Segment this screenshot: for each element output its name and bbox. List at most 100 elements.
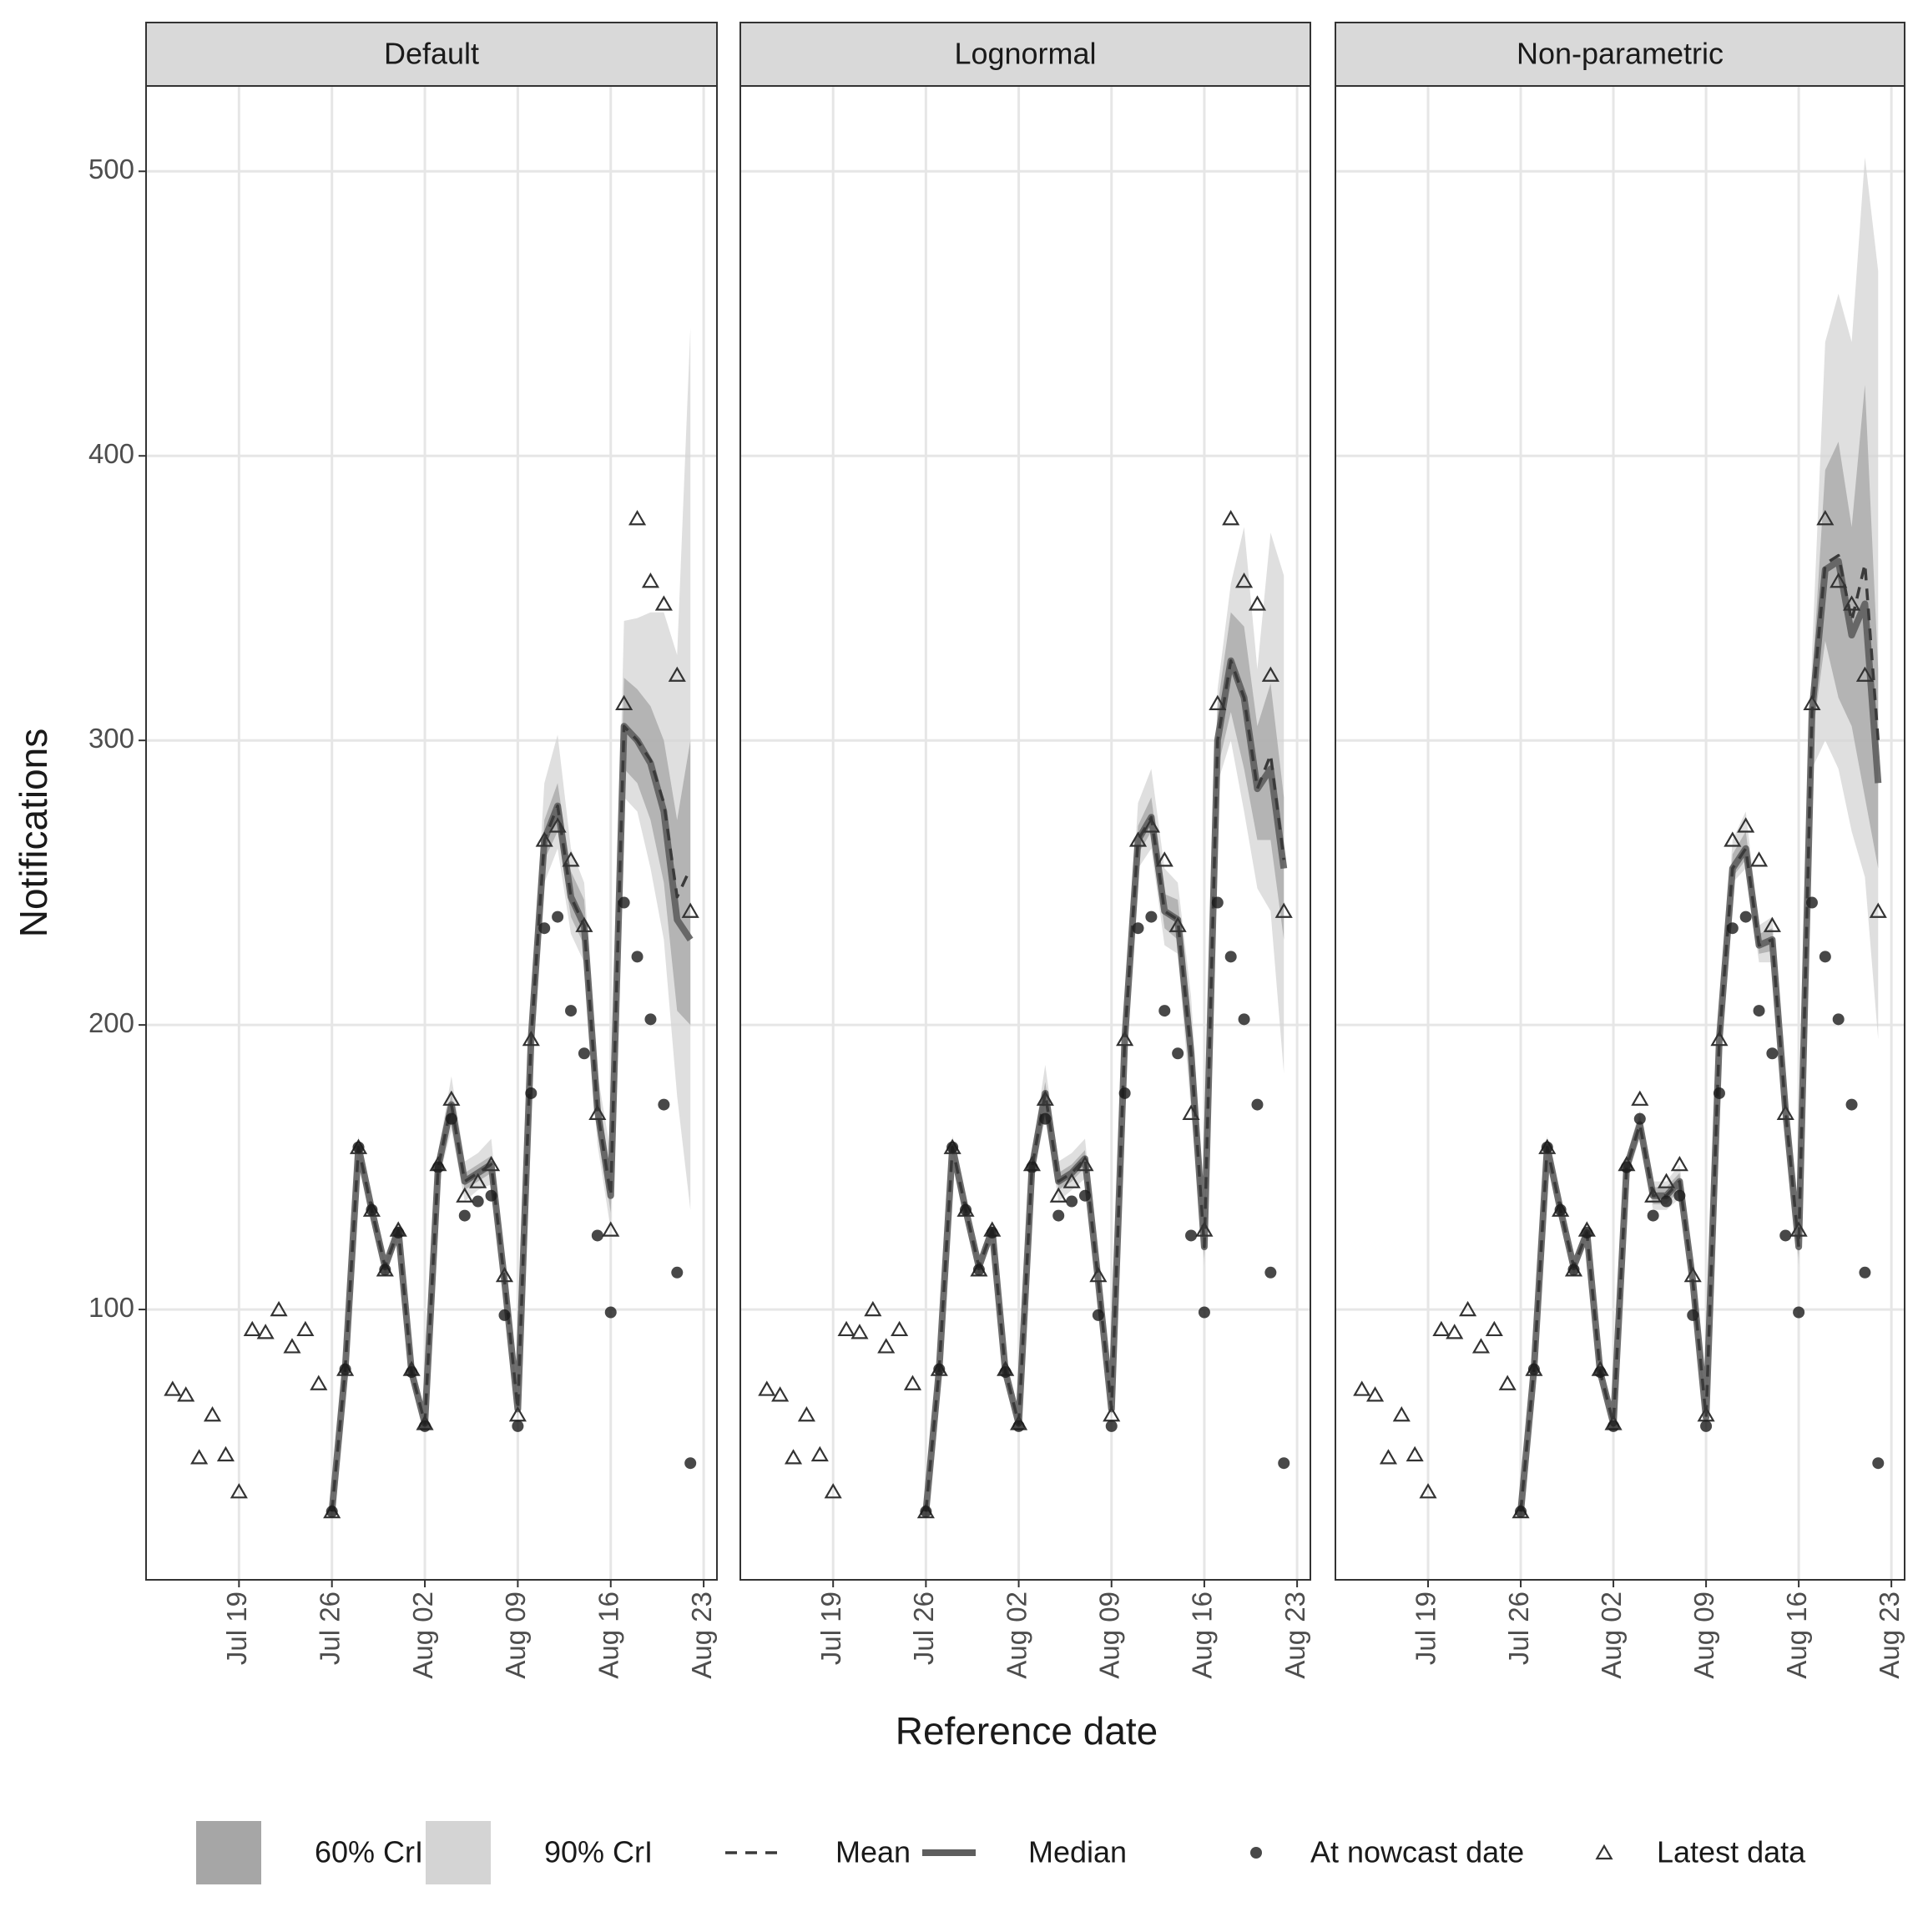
nowcast-point <box>1132 922 1144 935</box>
nowcast-point <box>1567 1264 1580 1276</box>
mean-line <box>330 724 692 1512</box>
latest-point <box>1406 1445 1424 1462</box>
latest-point <box>1261 666 1279 682</box>
legend-key <box>196 1821 261 1884</box>
nowcast-point <box>1581 1227 1593 1239</box>
nowcast-point <box>920 1506 932 1518</box>
nowcast-point <box>1700 1420 1713 1432</box>
latest-point <box>797 1406 815 1422</box>
latest-point <box>1816 510 1835 526</box>
latest-point <box>177 1386 195 1402</box>
latest-point <box>1195 1221 1214 1237</box>
nowcast-point <box>1052 1209 1065 1222</box>
nowcast-point <box>972 1264 985 1276</box>
latest-point <box>1089 1266 1108 1283</box>
nowcast-point <box>1198 1306 1210 1319</box>
latest-point <box>1683 1266 1702 1283</box>
latest-point <box>495 1266 514 1283</box>
nowcast-point <box>1185 1229 1198 1242</box>
latest-point <box>810 1445 829 1462</box>
nowcast-point <box>1726 922 1739 935</box>
latest-point <box>1155 851 1173 867</box>
latest-point <box>1142 817 1160 833</box>
panel-border <box>739 85 1311 1581</box>
nowcast-point <box>1224 951 1237 963</box>
latest-point <box>522 1030 540 1047</box>
latest-point <box>1062 1173 1081 1188</box>
nowcast-point <box>999 1366 1012 1379</box>
nowcast-point <box>552 911 564 923</box>
nowcast-point <box>1554 1203 1567 1216</box>
latest-point <box>1116 1030 1134 1047</box>
nowcast-point <box>1859 1266 1871 1279</box>
latest-point <box>1366 1386 1385 1402</box>
nowcast-point <box>1819 951 1831 963</box>
legend-label: Mean <box>835 1835 911 1869</box>
x-tick-label: Jul 19 <box>221 1592 252 1665</box>
latest-point <box>588 1104 607 1120</box>
panel-marks <box>164 327 699 1519</box>
latest-point <box>1485 1320 1503 1337</box>
latest-point <box>1737 817 1755 833</box>
nowcast-point <box>445 1112 457 1125</box>
latest-point <box>877 1338 896 1354</box>
nowcast-point <box>986 1227 998 1239</box>
legend-label: 90% CrI <box>544 1835 653 1869</box>
x-tick-label: Aug 02 <box>1001 1592 1032 1679</box>
latest-point <box>1182 1104 1200 1120</box>
latest-point <box>216 1445 235 1462</box>
nowcast-point <box>1805 896 1818 909</box>
panel-marks <box>758 510 1293 1519</box>
panel-marks <box>1353 157 1887 1519</box>
latest-point <box>1657 1173 1676 1188</box>
x-tick-label: Aug 23 <box>1874 1592 1905 1679</box>
latest-point <box>1830 573 1848 588</box>
y-axis-title: Notifications <box>12 729 55 938</box>
latest-point <box>1076 1156 1094 1172</box>
nowcast-point <box>631 951 644 963</box>
latest-point <box>1498 1375 1517 1390</box>
latest-point <box>850 1324 869 1339</box>
nowcast-point <box>1647 1209 1659 1222</box>
nowcast-point <box>1633 1112 1646 1125</box>
nowcast-point <box>1608 1420 1620 1432</box>
latest-point <box>1710 1030 1729 1047</box>
x-axis-title: Reference date <box>896 1709 1158 1753</box>
legend-label: At nowcast date <box>1310 1835 1524 1869</box>
latest-point <box>864 1300 882 1317</box>
nowcast-point <box>1211 896 1224 909</box>
latest-point <box>1168 916 1187 932</box>
x-tick-label: Aug 23 <box>686 1592 717 1679</box>
nowcast-point <box>1158 1005 1171 1017</box>
latest-point <box>310 1375 328 1390</box>
latest-point <box>1776 1104 1794 1120</box>
nowcast-point <box>339 1363 351 1375</box>
facet-strip <box>1335 22 1905 87</box>
latest-point <box>824 1483 842 1499</box>
nowcast-point <box>1278 1457 1290 1470</box>
legend-label: Latest data <box>1657 1835 1806 1869</box>
nowcast-point <box>1845 1098 1858 1111</box>
latest-point <box>442 1090 461 1106</box>
nowcast-point <box>618 896 630 909</box>
y-tick-label: 500 <box>88 154 134 184</box>
credible-band <box>1521 385 1879 1515</box>
nowcast-point <box>485 1189 497 1202</box>
nowcast-point <box>658 1098 670 1111</box>
latest-point <box>535 831 553 847</box>
nowcast-point <box>1832 1013 1845 1026</box>
nowcast-point <box>1793 1306 1805 1319</box>
mean-line <box>1519 553 1880 1512</box>
latest-point <box>681 902 699 918</box>
nowcast-point <box>1620 1161 1633 1173</box>
nowcast-point <box>326 1506 338 1518</box>
latest-point <box>1128 831 1148 847</box>
y-tick-label: 200 <box>88 1007 134 1038</box>
panel-border <box>1335 85 1905 1581</box>
legend-label: Median <box>1028 1835 1127 1869</box>
latest-point <box>548 817 567 833</box>
x-tick-label: Aug 16 <box>1781 1592 1812 1679</box>
nowcast-point <box>498 1309 511 1321</box>
y-tick-label: 400 <box>88 438 134 469</box>
latest-point <box>1432 1320 1451 1337</box>
